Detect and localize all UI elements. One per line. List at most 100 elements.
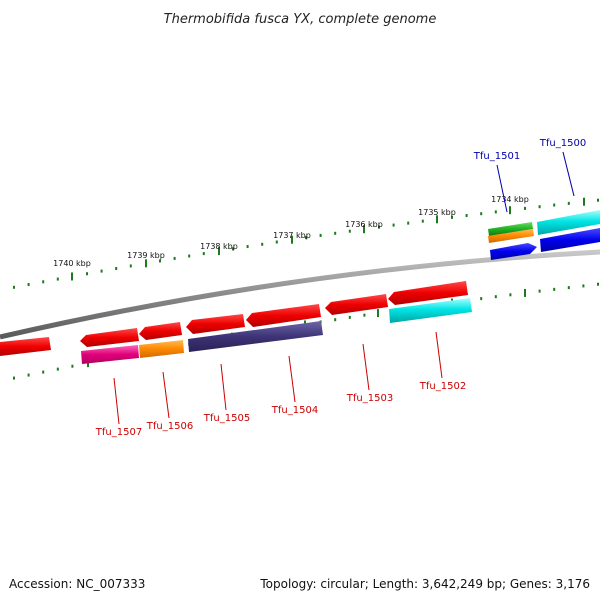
gene-arrow[interactable] [325, 294, 388, 315]
scale-minor-tick [275, 240, 278, 244]
scale-major-tick [524, 288, 526, 297]
scale-minor-tick [334, 318, 337, 322]
scale-minor-tick [305, 236, 307, 240]
gene-label-tfu-1502[interactable]: Tfu_1502 [419, 381, 466, 392]
scale-minor-tick [56, 277, 59, 281]
tick-label-1737: 1737 kbp [273, 231, 311, 240]
scale-minor-tick [202, 252, 205, 256]
scale-major-tick [145, 259, 147, 268]
scale-minor-tick [597, 198, 599, 202]
scale-minor-tick [392, 223, 395, 227]
gene-arrow-tfu-1501[interactable] [488, 229, 534, 243]
leader-line-tfu-1505 [220, 363, 227, 411]
scale-minor-tick [480, 297, 483, 301]
gene-label-tfu-1505[interactable]: Tfu_1505 [203, 413, 250, 424]
reverse-strand-genes [0, 281, 472, 364]
scale-minor-tick [421, 219, 424, 223]
scale-minor-tick [56, 367, 59, 371]
scale-minor-tick [246, 245, 249, 249]
scale-minor-tick [232, 247, 234, 251]
leader-line-tfu-1502 [435, 331, 443, 379]
tick-label-1738: 1738 kbp [200, 242, 238, 251]
gene-arrow[interactable] [0, 337, 51, 356]
scale-minor-tick [407, 221, 410, 225]
scale-minor-tick [100, 269, 103, 273]
scale-minor-tick [42, 370, 45, 374]
upper-scale [13, 197, 599, 289]
scale-minor-tick [363, 313, 366, 317]
gene-arrow[interactable] [246, 304, 321, 327]
gene-label-tfu-1507[interactable]: Tfu_1507 [95, 427, 142, 438]
leader-line-tfu-1501 [496, 164, 508, 213]
gene-labels: Tfu_1501 Tfu_1500 Tfu_1507 Tfu_1506 Tfu_… [95, 138, 586, 438]
scale-major-tick [509, 206, 511, 215]
scale-minor-tick [159, 259, 161, 263]
scale-minor-tick [378, 225, 380, 229]
scale-minor-tick [71, 364, 74, 368]
gene-arrow-tfu-1505[interactable] [188, 321, 323, 352]
scale-minor-tick [129, 264, 132, 268]
gene-arrow[interactable] [490, 243, 537, 260]
tick-label-1735: 1735 kbp [418, 208, 456, 217]
scale-minor-tick [451, 215, 453, 219]
scale-minor-tick [27, 373, 30, 377]
gene-arrow-tfu-1502[interactable] [389, 298, 472, 323]
scale-minor-tick [582, 284, 585, 288]
leader-line-tfu-1500 [562, 151, 575, 197]
leader-line-tfu-1507 [113, 377, 120, 425]
scale-minor-tick [465, 214, 468, 218]
gene-arrow-tfu-1507[interactable] [81, 345, 139, 364]
scale-minor-tick [567, 201, 570, 205]
scale-minor-tick [553, 287, 556, 291]
scale-minor-tick [115, 267, 118, 271]
scale-major-tick [583, 197, 585, 206]
gene-arrow[interactable] [488, 222, 533, 236]
scale-minor-tick [494, 295, 497, 299]
scale-minor-tick [261, 242, 264, 246]
scale-minor-tick [348, 229, 351, 233]
gene-arrow[interactable] [186, 314, 245, 334]
map-title: Thermobifida fusca YX, complete genome [164, 12, 437, 27]
scale-minor-tick [553, 203, 556, 207]
gene-arrow[interactable] [388, 281, 468, 305]
label-leader-lines [113, 151, 575, 425]
leader-line-tfu-1503 [362, 343, 370, 391]
scale-minor-tick [13, 376, 15, 380]
scale-minor-tick [188, 254, 191, 258]
tick-labels: 1740 kbp 1739 kbp 1738 kbp 1737 kbp 1736… [53, 195, 529, 268]
scale-minor-tick [173, 256, 176, 260]
scale-major-tick [218, 247, 220, 256]
tick-label-1734: 1734 kbp [491, 195, 529, 204]
gene-arrow-tfu-1506[interactable] [139, 340, 184, 358]
scale-major-tick [377, 309, 379, 318]
scale-minor-tick [524, 206, 526, 210]
tick-label-1739: 1739 kbp [127, 251, 165, 260]
gene-label-tfu-1506[interactable]: Tfu_1506 [146, 421, 193, 432]
gene-arrow-tfu-1500[interactable] [537, 210, 600, 235]
scale-minor-tick [509, 293, 512, 297]
tick-label-1736: 1736 kbp [345, 220, 383, 229]
scale-major-tick [436, 215, 438, 224]
gene-arrow[interactable] [80, 328, 139, 347]
scale-minor-tick [494, 210, 497, 214]
scale-minor-tick [480, 212, 483, 216]
scale-major-tick [291, 235, 293, 244]
scale-minor-tick [538, 289, 541, 293]
gene-arrow[interactable] [139, 322, 182, 340]
scale-minor-tick [597, 282, 599, 286]
gene-arrow[interactable] [540, 228, 600, 252]
scale-minor-tick [42, 280, 45, 284]
gene-label-tfu-1500[interactable]: Tfu_1500 [539, 138, 586, 149]
scale-minor-tick [567, 286, 570, 290]
scale-major-tick [363, 225, 365, 234]
gene-label-tfu-1501[interactable]: Tfu_1501 [473, 151, 520, 162]
scale-minor-tick [334, 231, 337, 235]
accession-text: Accession: NC_007333 [9, 577, 146, 591]
genome-backbone [0, 249, 600, 340]
gene-label-tfu-1503[interactable]: Tfu_1503 [346, 393, 393, 404]
scale-major-tick [71, 272, 73, 281]
scale-minor-tick [538, 205, 541, 209]
gene-label-tfu-1504[interactable]: Tfu_1504 [271, 405, 318, 416]
forward-strand-genes [488, 210, 600, 260]
scale-minor-tick [319, 233, 322, 237]
